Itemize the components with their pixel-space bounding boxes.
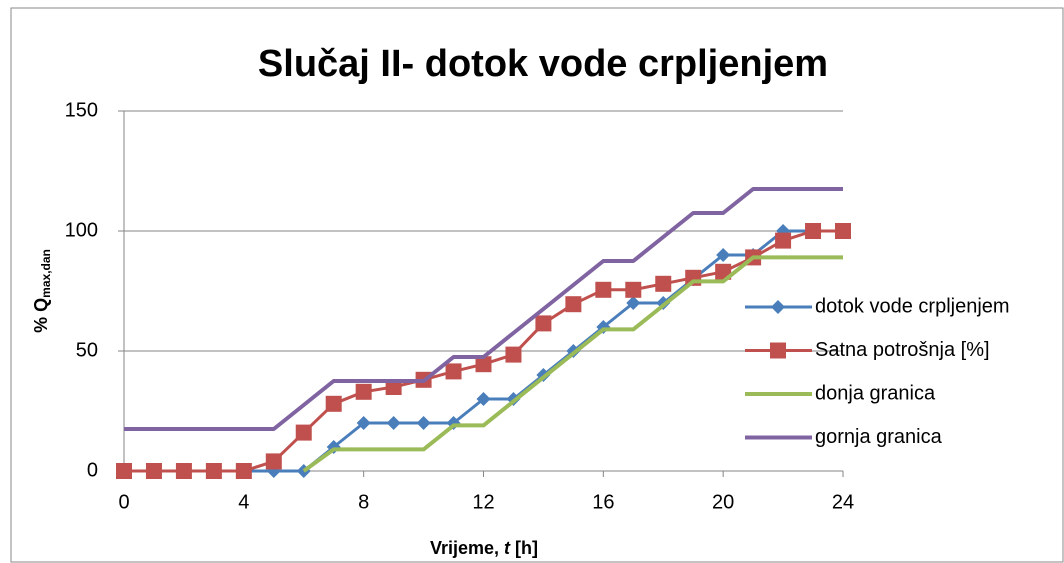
x-tick-label: 16 <box>592 491 614 513</box>
marker-square <box>295 424 312 441</box>
x-label-part: [h] <box>510 538 538 558</box>
marker-square <box>325 395 342 412</box>
marker-square <box>625 281 642 298</box>
marker-square <box>116 463 132 479</box>
marker-diamond <box>356 416 371 430</box>
marker-diamond <box>476 392 491 406</box>
marker-square <box>565 296 582 313</box>
marker-square <box>475 356 492 373</box>
marker-square <box>355 383 372 400</box>
x-tick-label: 24 <box>832 491 854 513</box>
marker-square <box>505 346 522 363</box>
marker-square <box>655 275 672 292</box>
legend-label: Satna potrošnja [%] <box>815 339 990 361</box>
marker-diamond <box>771 300 785 314</box>
legend-label: donja granica <box>815 382 936 404</box>
x-tick-label: 8 <box>358 491 369 513</box>
y-label-sub: max,dan <box>39 249 53 298</box>
marker-square <box>775 232 792 249</box>
y-tick-label: 100 <box>65 219 98 241</box>
legend-label: gornja granica <box>815 426 943 448</box>
x-axis-label: Vrijeme, t [h] <box>430 538 538 558</box>
marker-diamond <box>416 416 431 430</box>
legend-label: dotok vode crpljenjem <box>815 295 1010 317</box>
marker-square <box>535 315 552 332</box>
y-axis-label: % Qmax,dan <box>31 249 53 333</box>
y-tick-label: 150 <box>65 99 98 121</box>
marker-diamond <box>386 416 401 430</box>
marker-square <box>265 453 282 470</box>
marker-diamond <box>626 296 641 310</box>
x-tick-label: 12 <box>472 491 494 513</box>
x-tick-label: 20 <box>712 491 734 513</box>
marker-square <box>445 363 462 380</box>
marker-diamond <box>716 248 731 262</box>
x-tick-label: 0 <box>118 491 129 513</box>
marker-square <box>145 463 162 479</box>
x-tick-label: 4 <box>238 491 249 513</box>
y-label-part: % Q <box>31 298 51 333</box>
series-line <box>302 255 843 473</box>
chart-border <box>10 7 1064 563</box>
marker-square <box>175 463 192 479</box>
chart-title: Slučaj II- dotok vode crpljenjem <box>258 43 828 85</box>
marker-square <box>205 463 222 479</box>
marker-square <box>595 281 612 298</box>
marker-square <box>805 223 822 239</box>
marker-square <box>235 463 252 479</box>
x-label-part: t <box>504 538 511 558</box>
series-line <box>124 187 843 431</box>
y-tick-label: 0 <box>87 459 98 481</box>
marker-square <box>770 342 786 359</box>
x-label-part: Vrijeme, <box>430 538 504 558</box>
y-tick-label: 50 <box>76 339 98 361</box>
marker-square <box>835 223 851 239</box>
